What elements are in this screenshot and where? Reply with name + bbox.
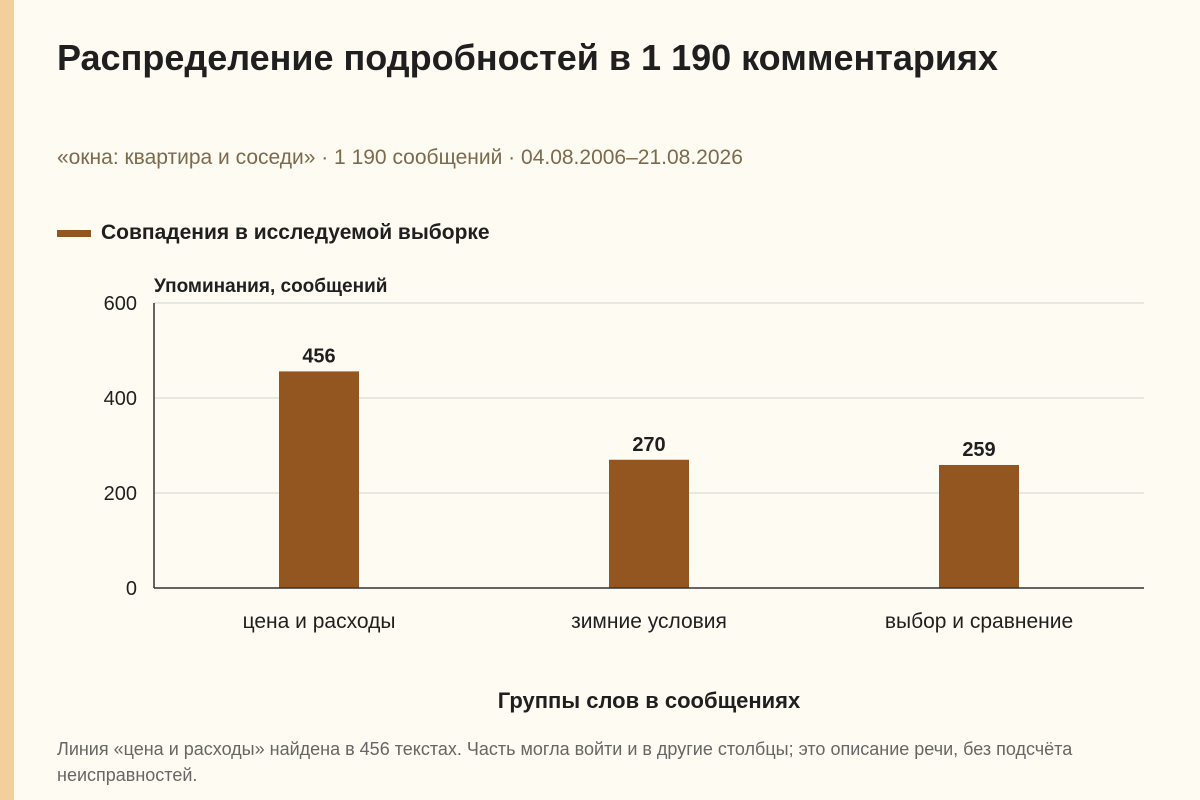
y-tick-label: 0 — [126, 578, 137, 600]
x-tick-label: выбор и сравнение — [885, 610, 1073, 633]
x-axis-ticks: цена и расходы зимние условия выбор и срав… — [243, 610, 1074, 633]
legend-label: Совпадения в исследуемой выборке — [101, 221, 490, 244]
legend-swatch — [57, 229, 91, 237]
page-subtitle: «окна: квартира и соседи» · 1 190 сообще… — [57, 146, 743, 169]
y-tick-label: 600 — [104, 293, 137, 315]
bars: 456 270 259 — [279, 345, 1019, 588]
accent-strip — [0, 0, 14, 800]
bar-value-label: 270 — [632, 434, 665, 456]
chart-legend: Совпадения в исследуемой выборке — [57, 218, 490, 248]
bar-value-label: 259 — [962, 439, 995, 461]
footnote: Линия «цена и расходы» найдена в 456 тек… — [57, 739, 1073, 785]
bar — [609, 459, 689, 588]
bar — [279, 371, 359, 588]
y-axis-title: Упоминания, сообщений — [154, 276, 387, 297]
x-tick-label: зимние условия — [571, 610, 727, 633]
page-title: Распределение подробностей в 1 190 комме… — [57, 37, 999, 78]
x-tick-label: цена и расходы — [243, 610, 396, 633]
x-axis-title: Группы слов в сообщениях — [498, 688, 801, 713]
bar-value-label: 456 — [302, 345, 335, 367]
y-tick-label: 400 — [104, 388, 137, 410]
bar-chart: 0 200 400 600 456 270 259 цена и расходы зимни… — [104, 276, 1144, 713]
y-tick-label: 200 — [104, 483, 137, 505]
y-axis-ticks: 0 200 400 600 — [104, 293, 137, 600]
bar — [939, 464, 1019, 588]
